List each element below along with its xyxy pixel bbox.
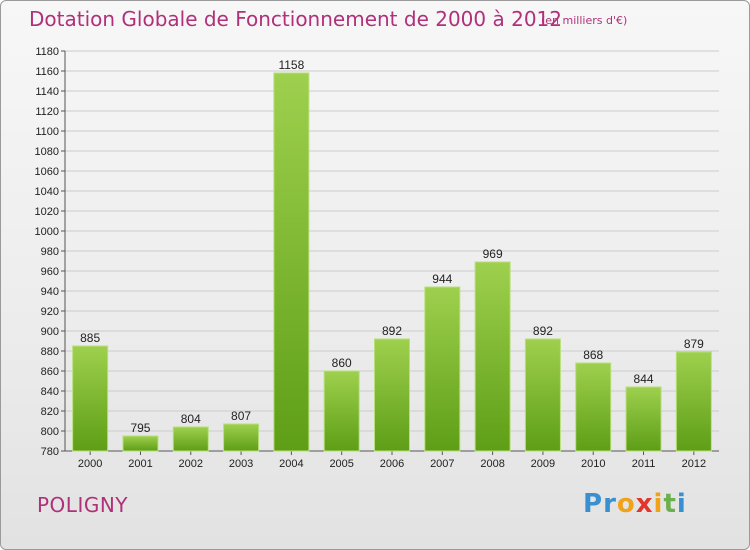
bar-value-label: 804 [181,412,201,426]
bar-value-label: 892 [533,324,553,338]
y-tick-label: 800 [41,426,59,438]
bar-value-label: 868 [583,348,603,362]
bar-value-label: 1158 [278,58,304,72]
x-tick-label: 2009 [531,458,555,470]
bar-value-label: 795 [130,421,150,435]
proxiti-logo: Proxiti [583,489,687,519]
bar-value-label: 885 [80,331,100,345]
y-tick-label: 1000 [35,226,59,238]
x-tick-label: 2005 [329,458,353,470]
y-tick-label: 940 [41,286,59,298]
bar-2010 [575,362,612,452]
bar-2004 [273,72,310,452]
y-tick-label: 960 [41,266,59,278]
y-tick-label: 840 [41,386,59,398]
x-tick-label: 2010 [581,458,605,470]
bar-value-label: 879 [684,337,704,351]
x-tick-label: 2001 [128,458,152,470]
chart-unit-note: (en milliers d'€) [541,14,628,27]
bar-2003 [223,423,260,452]
labels: 780 800 820 840 860 880 900 920 940 960 980 1000 102… [35,46,707,470]
x-tick-label: 2000 [78,458,102,470]
bar-2009 [524,338,561,452]
y-tick-label: 1180 [35,46,59,58]
bar-value-label: 969 [483,247,503,261]
y-tick-label: 1080 [35,146,59,158]
x-tick-label: 2012 [682,458,706,470]
bar-2007 [424,286,461,452]
x-tick-label: 2003 [229,458,253,470]
chart-title: Dotation Globale de Fonctionnement de 20… [29,7,562,31]
y-tick-label: 820 [41,406,59,418]
y-tick-label: 860 [41,366,59,378]
x-tick-label: 2008 [480,458,504,470]
y-tick-label: 780 [41,446,59,458]
bar-2000 [72,345,109,452]
bar-2012 [675,351,712,452]
y-tick-label: 900 [41,326,59,338]
bar-value-label: 892 [382,324,402,338]
bar-2005 [323,370,360,452]
y-tick-label: 1040 [35,186,59,198]
y-tick-label: 1140 [35,86,59,98]
x-tick-label: 2011 [632,458,656,470]
x-tick-label: 2004 [279,458,303,470]
y-tick-label: 1160 [35,66,59,78]
commune-name: POLIGNY [37,493,129,517]
y-tick-label: 1120 [35,106,59,118]
y-tick-label: 980 [41,246,59,258]
y-tick-label: 1100 [35,126,59,138]
y-tick-label: 880 [41,346,59,358]
x-tick-label: 2002 [179,458,203,470]
bar-value-label: 860 [332,356,352,370]
y-tick-label: 920 [41,306,59,318]
bar-value-label: 944 [432,272,452,286]
bar-value-label: 807 [231,409,251,423]
bars [72,72,712,452]
y-tick-label: 1020 [35,206,59,218]
bar-2006 [374,338,410,452]
y-tick-label: 1060 [35,166,59,178]
x-tick-label: 2006 [380,458,404,470]
x-tick-label: 2007 [430,458,454,470]
bar-2011 [625,386,662,452]
bar-2008 [474,261,511,452]
bar-value-label: 844 [634,372,654,386]
bar-2002 [172,426,209,452]
bar-2001 [122,435,159,452]
